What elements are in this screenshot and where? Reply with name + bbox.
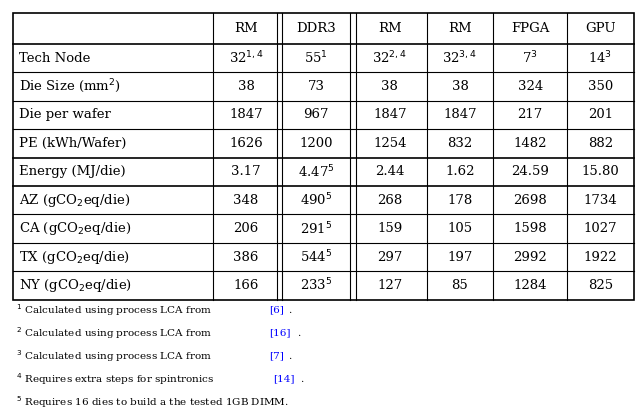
Text: 233$^{5}$: 233$^{5}$ [300,277,332,294]
Text: 73: 73 [308,80,324,93]
Text: 38: 38 [452,80,468,93]
Text: 268: 268 [377,194,403,207]
Text: [16]: [16] [269,329,291,338]
Text: Die per wafer: Die per wafer [19,108,111,122]
Text: AZ (gCO$_{2}$eq/die): AZ (gCO$_{2}$eq/die) [19,192,131,209]
Text: 4.47$^{5}$: 4.47$^{5}$ [298,163,335,180]
Text: $^{4}$ Requires extra steps for spintronics: $^{4}$ Requires extra steps for spintron… [16,371,215,387]
Text: 178: 178 [447,194,472,207]
Text: 24.59: 24.59 [511,165,549,178]
Text: 2698: 2698 [513,194,547,207]
Text: Die Size (mm$^{2}$): Die Size (mm$^{2}$) [19,78,121,95]
Text: 832: 832 [447,137,472,150]
Text: 1200: 1200 [300,137,333,150]
Text: 14$^{3}$: 14$^{3}$ [588,50,612,66]
Text: RM: RM [234,22,258,35]
Text: 85: 85 [452,279,468,292]
Text: 38: 38 [237,80,255,93]
Text: .: . [289,352,292,361]
Text: [6]: [6] [269,306,284,315]
Text: 32$^{1,4}$: 32$^{1,4}$ [228,50,264,66]
Text: 206: 206 [234,222,259,235]
Text: 544$^{5}$: 544$^{5}$ [300,249,332,265]
Text: .: . [289,306,292,315]
Text: 197: 197 [447,250,473,264]
Text: 1027: 1027 [584,222,617,235]
Text: .: . [300,375,304,384]
Text: 1254: 1254 [373,137,406,150]
Text: 291$^{5}$: 291$^{5}$ [300,220,332,237]
Text: TX (gCO$_{2}$eq/die): TX (gCO$_{2}$eq/die) [19,249,130,265]
Text: 490$^{5}$: 490$^{5}$ [300,192,332,209]
Text: [14]: [14] [273,375,294,384]
Text: 324: 324 [518,80,543,93]
Text: 217: 217 [518,108,543,122]
Text: 1284: 1284 [513,279,547,292]
Text: 55$^{1}$: 55$^{1}$ [304,50,328,66]
Text: 32$^{3,4}$: 32$^{3,4}$ [442,50,477,66]
Text: 1734: 1734 [584,194,617,207]
Text: 825: 825 [588,279,613,292]
Text: 1847: 1847 [373,108,406,122]
Text: DDR3: DDR3 [296,22,336,35]
Text: 967: 967 [303,108,329,122]
Text: FPGA: FPGA [511,22,549,35]
Text: 1847: 1847 [229,108,263,122]
Text: 1922: 1922 [584,250,617,264]
Text: GPU: GPU [585,22,616,35]
Text: 1847: 1847 [443,108,477,122]
Text: 32$^{2,4}$: 32$^{2,4}$ [372,50,407,66]
Text: 2992: 2992 [513,250,547,264]
Text: 1.62: 1.62 [445,165,475,178]
Text: $^{5}$ Requires 16 dies to build a the tested 1GB DIMM.: $^{5}$ Requires 16 dies to build a the t… [16,394,289,410]
Text: 350: 350 [588,80,613,93]
Text: 1598: 1598 [513,222,547,235]
Text: 7$^{3}$: 7$^{3}$ [522,50,538,66]
Text: 15.80: 15.80 [581,165,619,178]
Text: PE (kWh/Wafer): PE (kWh/Wafer) [19,137,127,150]
Text: 159: 159 [377,222,403,235]
Text: RM: RM [448,22,472,35]
Text: 201: 201 [588,108,613,122]
Text: 882: 882 [588,137,613,150]
Text: $^{2}$ Calculated using process LCA from: $^{2}$ Calculated using process LCA from [16,325,212,341]
Text: $^{1}$ Calculated using process LCA from: $^{1}$ Calculated using process LCA from [16,302,212,318]
Text: NY (gCO$_{2}$eq/die): NY (gCO$_{2}$eq/die) [19,277,132,294]
Text: 1482: 1482 [513,137,547,150]
Text: CA (gCO$_{2}$eq/die): CA (gCO$_{2}$eq/die) [19,220,132,237]
Text: 348: 348 [234,194,259,207]
Text: 127: 127 [377,279,403,292]
Text: Tech Node: Tech Node [19,51,91,65]
Text: [7]: [7] [269,352,284,361]
Text: 297: 297 [377,250,403,264]
Text: RM: RM [378,22,402,35]
Text: 38: 38 [381,80,398,93]
Text: $^{3}$ Calculated using process LCA from: $^{3}$ Calculated using process LCA from [16,348,212,364]
Text: 386: 386 [234,250,259,264]
Text: .: . [297,329,300,338]
Text: 2.44: 2.44 [375,165,404,178]
Text: 3.17: 3.17 [231,165,261,178]
Text: 105: 105 [447,222,472,235]
Text: 166: 166 [234,279,259,292]
Text: 1626: 1626 [229,137,263,150]
Text: Energy (MJ/die): Energy (MJ/die) [19,165,126,178]
